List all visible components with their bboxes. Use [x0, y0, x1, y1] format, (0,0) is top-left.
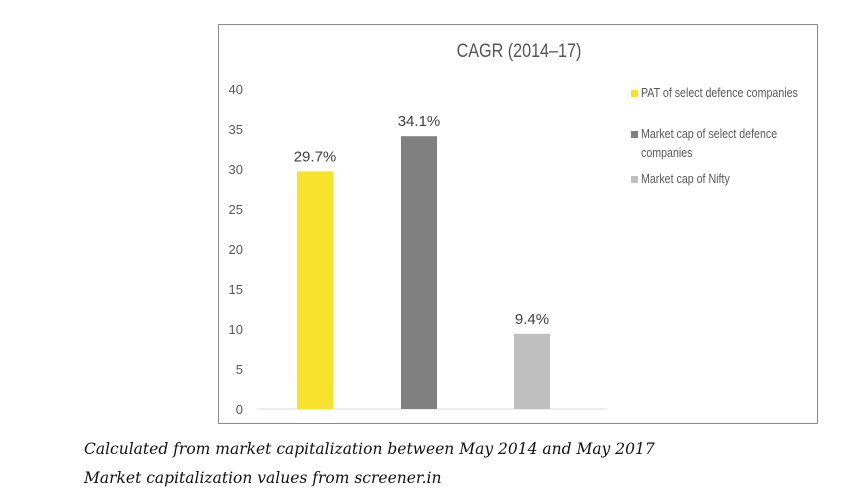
data-label: 34.1%: [398, 113, 441, 130]
y-tick-label: 30: [229, 162, 243, 177]
cagr-bar-chart: CAGR (2014–17) 0 5 10 15 20 25 30 35 40 29.7% 34.…: [229, 40, 798, 417]
legend-entry: PAT of select defence companies: [641, 85, 798, 100]
bars: 29.7% 34.1% 9.4%: [294, 113, 550, 409]
legend-entry: Market cap of select defence: [641, 126, 777, 141]
legend: PAT of select defence companies Market ca…: [631, 85, 798, 186]
y-tick-label: 40: [229, 82, 243, 97]
bar-3: [514, 333, 550, 409]
chart-title: CAGR (2014–17): [457, 40, 582, 62]
data-label: 29.7%: [294, 148, 337, 165]
y-tick-label: 0: [236, 402, 243, 417]
legend-entry: Market cap of Nifty: [641, 171, 730, 186]
y-axis: 0 5 10 15 20 25 30 35 40: [229, 82, 243, 417]
legend-swatch: [631, 90, 638, 97]
legend-swatch: [631, 131, 638, 138]
legend-entry: companies: [641, 145, 693, 160]
caption-method: Calculated from market capitalization be…: [84, 440, 655, 458]
data-label: 9.4%: [515, 311, 549, 328]
caption-source: Market capitalization values from screen…: [84, 469, 442, 487]
chart-frame: CAGR (2014–17) 0 5 10 15 20 25 30 35 40 29.7% 34.…: [218, 24, 818, 424]
y-tick-label: 15: [229, 282, 243, 297]
legend-swatch: [631, 176, 638, 183]
y-tick-label: 5: [236, 362, 243, 377]
y-tick-label: 35: [229, 122, 243, 137]
bar-1: [297, 171, 333, 409]
bar-2: [401, 136, 437, 409]
y-tick-label: 25: [229, 202, 243, 217]
y-tick-label: 20: [229, 242, 243, 257]
y-tick-label: 10: [229, 322, 243, 337]
